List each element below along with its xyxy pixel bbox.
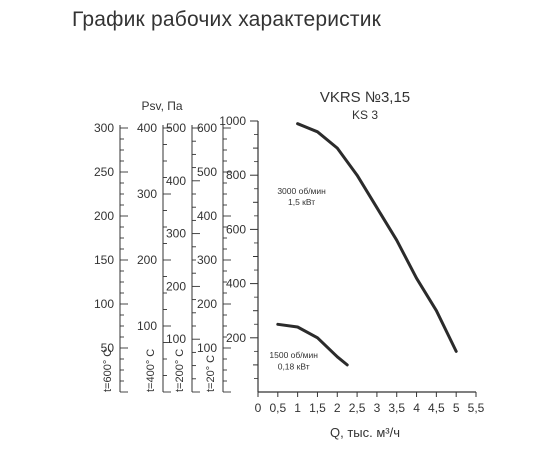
temp-scale-label: 300 (197, 253, 217, 267)
series-label-power: 1,5 кВт (288, 197, 315, 207)
temp-scale-label: 200 (197, 297, 217, 311)
chart-submodel-label: KS 3 (352, 108, 378, 122)
chart-model-label: VKRS №3,15 (320, 89, 410, 106)
temp-scale-label: 100 (197, 341, 217, 355)
curve-1500rpm (276, 322, 349, 367)
temp-scale-label: 500 (166, 121, 186, 135)
x-tick-label: 4 (413, 401, 420, 415)
temp-scale-label: 200 (166, 279, 186, 293)
curve-3000rpm (296, 122, 458, 353)
x-tick-label: 1,5 (309, 401, 326, 415)
x-tick-label: 2 (334, 401, 341, 415)
y-tick-label: 600 (226, 222, 246, 236)
y-tick-label: 400 (226, 277, 246, 291)
y-tick-label: 800 (226, 168, 246, 182)
temp-scale-label: 200 (137, 253, 157, 267)
temp-scale-label: 100 (94, 297, 114, 311)
page-title: График рабочих характеристик (72, 8, 382, 31)
x-tick-label: 2,5 (349, 401, 366, 415)
y-tick-label: 200 (226, 331, 246, 345)
temp-scale-label: 300 (94, 121, 114, 135)
temp-scale-label: 600 (197, 121, 217, 135)
temp-scale-label: 150 (94, 253, 114, 267)
x-tick-label: 3,5 (388, 401, 405, 415)
x-tick-label: 5 (453, 401, 460, 415)
x-tick-label: 0,5 (269, 401, 286, 415)
x-tick-label: 3 (374, 401, 381, 415)
temp-scale-label: 300 (166, 227, 186, 241)
temp-scale-label: 400 (197, 209, 217, 223)
x-tick-label: 1 (294, 401, 301, 415)
series-label-rpm: 3000 об/мин (277, 186, 326, 196)
temp-scale-title: t=200° C (174, 349, 186, 392)
x-axis-label: Q, тыс. м³/ч (330, 425, 400, 440)
temp-scale-label: 100 (137, 319, 157, 333)
temp-scale-title: t=600° C (102, 349, 114, 392)
x-tick-label: 0 (255, 401, 262, 415)
series-label-rpm: 1500 об/мин (269, 350, 318, 360)
temp-scale-label: 300 (137, 187, 157, 201)
temp-scale-title: t=20° C (205, 355, 217, 392)
temp-scale-label: 400 (137, 121, 157, 135)
y-axis-label: Psv, Па (141, 99, 182, 113)
x-tick-label: 5,5 (468, 401, 485, 415)
y-tick-label: 1000 (219, 114, 246, 128)
temp-scale-label: 50 (101, 341, 115, 355)
temp-scale-label: 250 (94, 165, 114, 179)
temp-scale-label: 200 (94, 209, 114, 223)
temp-scale-label: 500 (197, 165, 217, 179)
temp-scale-title: t=400° C (145, 349, 157, 392)
temp-scale-label: 100 (166, 332, 186, 346)
temp-scale-label: 400 (166, 174, 186, 188)
series-label-power: 0,18 кВт (278, 362, 310, 372)
x-tick-label: 4,5 (428, 401, 445, 415)
